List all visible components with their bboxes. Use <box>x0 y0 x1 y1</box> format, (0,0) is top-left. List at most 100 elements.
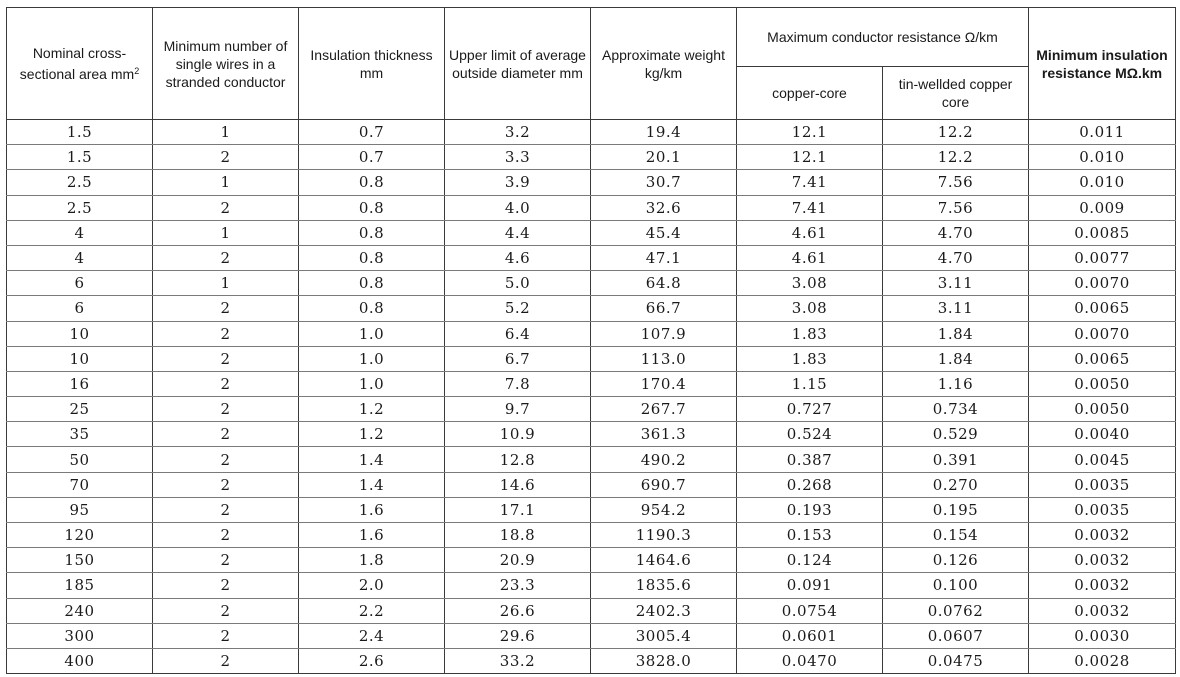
cell-upper-limit-diameter: 17.1 <box>444 497 591 524</box>
cell-min-insulation-resistance: 0.0050 <box>1028 396 1176 423</box>
cell-copper-core-resistance: 0.0601 <box>736 623 883 649</box>
cable-spec-table: Nominal cross-sectional area mm2 Minimum… <box>6 7 1176 675</box>
cell-insulation-thickness: 1.0 <box>298 321 445 347</box>
table-row: 2.5 2 0.8 4.0 32.6 7.41 7.56 0.009 <box>6 195 1176 221</box>
cell-copper-core-resistance: 1.15 <box>736 371 883 398</box>
cell-min-wires: 2 <box>152 446 299 473</box>
cell-tin-copper-core-resistance: 0.154 <box>882 522 1029 549</box>
cell-min-insulation-resistance: 0.009 <box>1028 195 1176 221</box>
cell-copper-core-resistance: 3.08 <box>736 295 883 322</box>
cell-insulation-thickness: 2.4 <box>298 623 445 649</box>
cell-nominal-area: 185 <box>6 572 153 599</box>
cell-upper-limit-diameter: 5.2 <box>444 295 591 322</box>
cell-tin-copper-core-resistance: 0.391 <box>882 446 1029 473</box>
cell-nominal-area: 70 <box>6 472 153 498</box>
cell-min-wires: 2 <box>152 144 299 171</box>
table-row: 1.5 2 0.7 3.3 20.1 12.1 12.2 0.010 <box>6 144 1176 171</box>
cell-upper-limit-diameter: 4.4 <box>444 220 591 246</box>
cell-copper-core-resistance: 0.124 <box>736 547 883 574</box>
cell-upper-limit-diameter: 3.3 <box>444 144 591 171</box>
cell-upper-limit-diameter: 29.6 <box>444 623 591 649</box>
cell-min-wires: 2 <box>152 547 299 574</box>
cell-nominal-area: 300 <box>6 623 153 649</box>
cell-min-wires: 2 <box>152 623 299 649</box>
cell-insulation-thickness: 2.6 <box>298 648 445 675</box>
cell-tin-copper-core-resistance: 0.100 <box>882 572 1029 599</box>
cell-insulation-thickness: 2.0 <box>298 572 445 599</box>
cell-min-wires: 2 <box>152 346 299 372</box>
cell-nominal-area: 10 <box>6 321 153 347</box>
cell-insulation-thickness: 1.6 <box>298 522 445 549</box>
cell-copper-core-resistance: 0.387 <box>736 446 883 473</box>
cell-approx-weight: 3828.0 <box>590 648 737 675</box>
cell-upper-limit-diameter: 6.4 <box>444 321 591 347</box>
cell-approx-weight: 1190.3 <box>590 522 737 549</box>
header-approx-weight: Approximate weight kg/km <box>590 7 737 120</box>
cell-tin-copper-core-resistance: 0.195 <box>882 497 1029 524</box>
cell-upper-limit-diameter: 3.9 <box>444 169 591 196</box>
cell-nominal-area: 50 <box>6 446 153 473</box>
cell-copper-core-resistance: 0.0470 <box>736 648 883 675</box>
cell-insulation-thickness: 0.8 <box>298 220 445 246</box>
table-body: 1.5 1 0.7 3.2 19.4 12.1 12.2 0.011 1.5 2 0.7 3.3 20.… <box>6 119 1176 675</box>
cell-upper-limit-diameter: 9.7 <box>444 396 591 423</box>
cell-copper-core-resistance: 0.0754 <box>736 598 883 624</box>
cell-copper-core-resistance: 0.153 <box>736 522 883 549</box>
cell-min-wires: 2 <box>152 245 299 272</box>
table-row: 70 2 1.4 14.6 690.7 0.268 0.270 0.0035 <box>6 472 1176 498</box>
cell-upper-limit-diameter: 18.8 <box>444 522 591 549</box>
cell-copper-core-resistance: 7.41 <box>736 169 883 196</box>
cell-tin-copper-core-resistance: 7.56 <box>882 169 1029 196</box>
table-row: 16 2 1.0 7.8 170.4 1.15 1.16 0.0050 <box>6 371 1176 398</box>
cell-tin-copper-core-resistance: 3.11 <box>882 295 1029 322</box>
cell-min-insulation-resistance: 0.0035 <box>1028 472 1176 498</box>
header-min-wires: Minimum number of single wires in a stra… <box>152 7 299 120</box>
cell-copper-core-resistance: 7.41 <box>736 195 883 221</box>
cell-min-insulation-resistance: 0.0070 <box>1028 270 1176 297</box>
cell-tin-copper-core-resistance: 1.16 <box>882 371 1029 398</box>
cell-tin-copper-core-resistance: 4.70 <box>882 245 1029 272</box>
cell-tin-copper-core-resistance: 3.11 <box>882 270 1029 297</box>
cell-upper-limit-diameter: 4.6 <box>444 245 591 272</box>
cell-min-insulation-resistance: 0.0032 <box>1028 547 1176 574</box>
cell-nominal-area: 25 <box>6 396 153 423</box>
cell-min-wires: 1 <box>152 220 299 246</box>
cell-nominal-area: 1.5 <box>6 119 153 146</box>
cell-nominal-area: 10 <box>6 346 153 372</box>
cell-insulation-thickness: 1.0 <box>298 371 445 398</box>
cell-nominal-area: 35 <box>6 421 153 448</box>
cell-min-wires: 2 <box>152 396 299 423</box>
cell-approx-weight: 30.7 <box>590 169 737 196</box>
cell-approx-weight: 32.6 <box>590 195 737 221</box>
table-row: 35 2 1.2 10.9 361.3 0.524 0.529 0.0040 <box>6 421 1176 448</box>
cell-upper-limit-diameter: 7.8 <box>444 371 591 398</box>
cell-insulation-thickness: 1.8 <box>298 547 445 574</box>
cell-approx-weight: 490.2 <box>590 446 737 473</box>
cell-min-wires: 2 <box>152 371 299 398</box>
cell-approx-weight: 690.7 <box>590 472 737 498</box>
cell-upper-limit-diameter: 20.9 <box>444 547 591 574</box>
cell-approx-weight: 3005.4 <box>590 623 737 649</box>
table-row: 1.5 1 0.7 3.2 19.4 12.1 12.2 0.011 <box>6 119 1176 146</box>
cell-min-insulation-resistance: 0.0032 <box>1028 598 1176 624</box>
cell-min-insulation-resistance: 0.0065 <box>1028 346 1176 372</box>
cell-nominal-area: 150 <box>6 547 153 574</box>
cell-min-wires: 1 <box>152 119 299 146</box>
cell-min-insulation-resistance: 0.0085 <box>1028 220 1176 246</box>
cell-min-wires: 2 <box>152 572 299 599</box>
cell-copper-core-resistance: 0.268 <box>736 472 883 498</box>
cell-min-wires: 2 <box>152 472 299 498</box>
cell-tin-copper-core-resistance: 0.734 <box>882 396 1029 423</box>
cell-nominal-area: 6 <box>6 270 153 297</box>
cell-approx-weight: 2402.3 <box>590 598 737 624</box>
cell-min-wires: 1 <box>152 169 299 196</box>
cell-min-insulation-resistance: 0.011 <box>1028 119 1176 146</box>
cell-min-insulation-resistance: 0.0040 <box>1028 421 1176 448</box>
cell-min-wires: 2 <box>152 522 299 549</box>
cell-insulation-thickness: 0.8 <box>298 245 445 272</box>
cell-min-wires: 2 <box>152 598 299 624</box>
table-row: 95 2 1.6 17.1 954.2 0.193 0.195 0.0035 <box>6 497 1176 524</box>
header-max-resistance: Maximum conductor resistance Ω/km <box>736 7 1029 67</box>
header-tin-copper-core: tin-wellded copper core <box>882 66 1029 120</box>
cell-approx-weight: 20.1 <box>590 144 737 171</box>
